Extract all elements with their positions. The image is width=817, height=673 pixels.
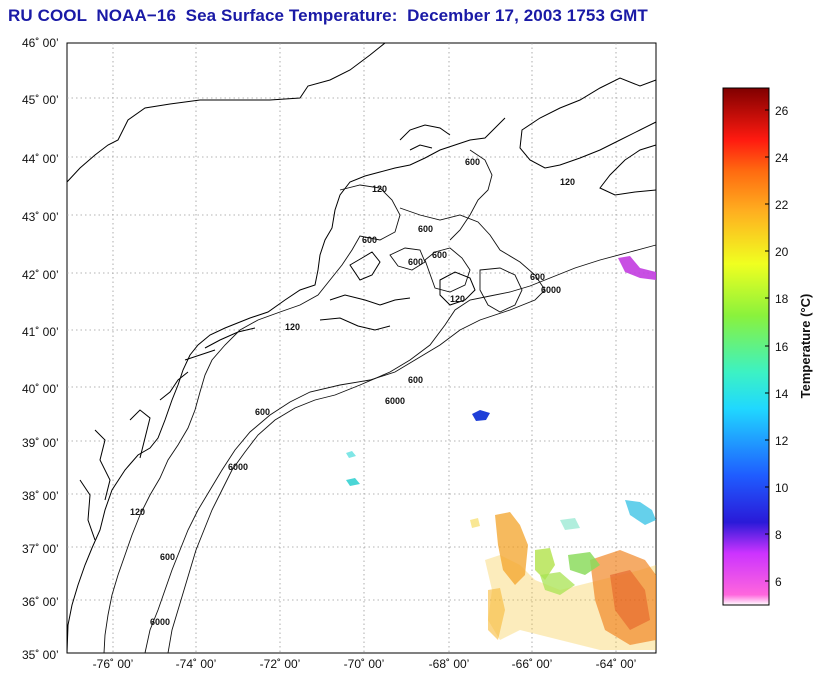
contour-label-120: 120	[450, 294, 465, 304]
contour-label-6000: 6000	[228, 462, 248, 472]
sst-data	[346, 256, 656, 650]
lat-label: 46˚ 00’	[22, 36, 59, 50]
lon-label: -64˚ 00’	[596, 657, 637, 671]
color-bar-tick-label: 20	[775, 245, 789, 259]
cyan-patch-1	[346, 478, 360, 486]
contour-label-600: 600	[362, 235, 377, 245]
lat-label: 38˚ 00’	[22, 489, 59, 503]
contour-label-120: 120	[560, 177, 575, 187]
latitude-labels: 46˚ 00’ 45˚ 00’ 44˚ 00’ 43˚ 00’ 42˚ 00’ …	[22, 36, 59, 662]
contour-label-120: 120	[285, 322, 300, 332]
contour-label-6000: 6000	[385, 396, 405, 406]
warm-patch-south	[470, 512, 656, 650]
lat-label: 40˚ 00’	[22, 382, 59, 396]
color-bar-label: Temperature (°C)	[798, 294, 813, 399]
contour-label-600: 600	[530, 272, 545, 282]
contour-label-600: 600	[418, 224, 433, 234]
contour-label-600: 600	[465, 157, 480, 167]
color-bar-tick-label: 16	[775, 340, 789, 354]
color-bar-tick-label: 24	[775, 151, 789, 165]
color-bar-tick-label: 10	[775, 481, 789, 495]
longitude-labels: -76˚ 00’ -74˚ 00’ -72˚ 00’ -70˚ 00’ -68˚…	[93, 657, 637, 671]
color-bar-gradient	[722, 87, 770, 606]
lon-label: -68˚ 00’	[429, 657, 470, 671]
contour-label-6000: 6000	[541, 285, 561, 295]
contour-label-600: 600	[255, 407, 270, 417]
lat-label: 42˚ 00’	[22, 268, 59, 282]
purple-patch-gulf-maine	[618, 256, 656, 280]
contour-label-600: 600	[432, 250, 447, 260]
lat-label: 44˚ 00’	[22, 152, 59, 166]
color-bar-tick-label: 12	[775, 434, 789, 448]
color-bar: 26 24 22 20 18 16 14 12 10 8 6 Temperatu…	[722, 87, 813, 606]
lon-label: -70˚ 00’	[344, 657, 385, 671]
color-bar-tick-label: 6	[775, 575, 782, 589]
map-grid	[67, 43, 656, 653]
color-bar-tick-label: 18	[775, 292, 789, 306]
map-frame	[66, 42, 657, 654]
color-bar-ticks	[765, 109, 769, 582]
contour-label-120: 120	[372, 184, 387, 194]
map-title: RU COOL NOAA−16 Sea Surface Temperature:…	[8, 6, 648, 25]
bathymetry-contours: 120 120 120 120 120 600 600 600 600 600 …	[103, 149, 657, 654]
contour-label-600: 600	[160, 552, 175, 562]
color-bar-tick-label: 22	[775, 198, 789, 212]
color-bar-tick-label: 26	[775, 104, 789, 118]
lat-label: 35˚ 00’	[22, 648, 59, 662]
lon-label: -74˚ 00’	[176, 657, 217, 671]
lat-label: 41˚ 00’	[22, 325, 59, 339]
color-bar-tick-label: 8	[775, 528, 782, 542]
lat-label: 39˚ 00’	[22, 436, 59, 450]
lat-label: 36˚ 00’	[22, 595, 59, 609]
cyan-patch-2	[346, 451, 356, 458]
cool-patch-east	[625, 500, 656, 525]
contour-label-120: 120	[130, 507, 145, 517]
blue-patch	[472, 410, 490, 421]
color-bar-tick-label: 14	[775, 387, 789, 401]
lon-label: -76˚ 00’	[93, 657, 134, 671]
contour-label-600: 600	[408, 375, 423, 385]
lon-label: -66˚ 00’	[512, 657, 553, 671]
lat-label: 37˚ 00’	[22, 542, 59, 556]
lat-label: 45˚ 00’	[22, 93, 59, 107]
lon-label: -72˚ 00’	[260, 657, 301, 671]
coastline	[66, 42, 657, 654]
contour-label-6000: 6000	[150, 617, 170, 627]
lat-label: 43˚ 00’	[22, 210, 59, 224]
contour-label-600: 600	[408, 257, 423, 267]
